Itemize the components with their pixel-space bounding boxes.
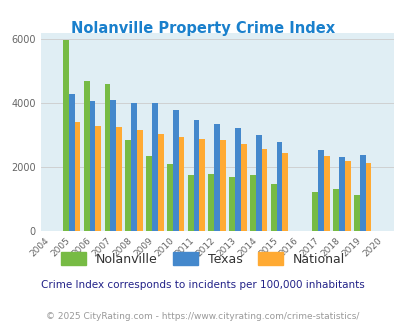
- Bar: [158, 134, 163, 231]
- Text: © 2025 CityRating.com - https://www.cityrating.com/crime-statistics/: © 2025 CityRating.com - https://www.city…: [46, 312, 359, 321]
- Bar: [255, 135, 261, 231]
- Bar: [83, 81, 90, 231]
- Bar: [261, 149, 267, 231]
- Bar: [208, 174, 214, 231]
- Bar: [234, 127, 240, 231]
- Bar: [364, 163, 371, 231]
- Bar: [146, 156, 151, 231]
- Bar: [240, 144, 246, 231]
- Bar: [338, 157, 344, 231]
- Text: Nolanville Property Crime Index: Nolanville Property Crime Index: [71, 21, 334, 36]
- Bar: [110, 100, 116, 231]
- Bar: [270, 184, 276, 231]
- Bar: [220, 140, 225, 231]
- Bar: [125, 140, 131, 231]
- Bar: [63, 40, 69, 231]
- Bar: [333, 189, 338, 231]
- Bar: [172, 110, 178, 231]
- Bar: [151, 103, 158, 231]
- Bar: [166, 164, 172, 231]
- Bar: [344, 161, 350, 231]
- Bar: [353, 195, 359, 231]
- Bar: [214, 124, 220, 231]
- Bar: [311, 192, 318, 231]
- Bar: [131, 103, 136, 231]
- Bar: [116, 127, 122, 231]
- Bar: [90, 101, 95, 231]
- Bar: [193, 120, 199, 231]
- Legend: Nolanville, Texas, National: Nolanville, Texas, National: [56, 247, 349, 271]
- Bar: [95, 126, 101, 231]
- Bar: [318, 150, 323, 231]
- Bar: [199, 139, 205, 231]
- Bar: [136, 130, 143, 231]
- Bar: [249, 175, 255, 231]
- Bar: [229, 177, 234, 231]
- Bar: [276, 142, 282, 231]
- Bar: [359, 155, 364, 231]
- Bar: [178, 137, 184, 231]
- Bar: [75, 122, 80, 231]
- Bar: [69, 94, 75, 231]
- Bar: [323, 156, 329, 231]
- Bar: [187, 175, 193, 231]
- Bar: [282, 153, 288, 231]
- Text: Crime Index corresponds to incidents per 100,000 inhabitants: Crime Index corresponds to incidents per…: [41, 280, 364, 290]
- Bar: [104, 84, 110, 231]
